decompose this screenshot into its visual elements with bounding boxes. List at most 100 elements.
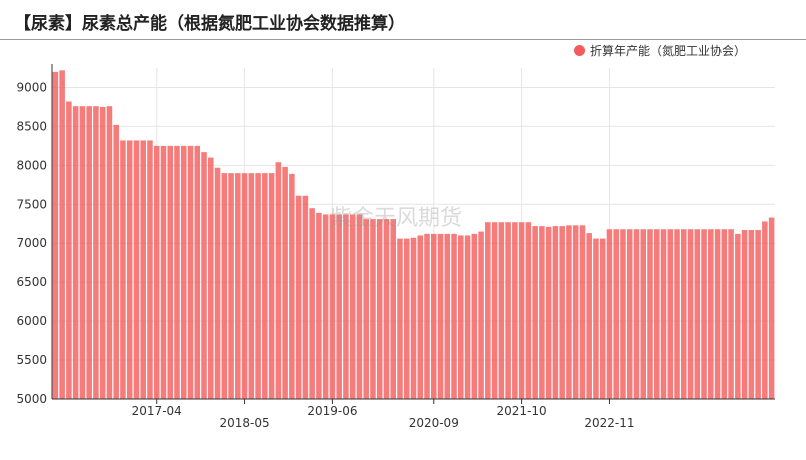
bar bbox=[545, 226, 552, 399]
bar bbox=[633, 229, 640, 399]
bar bbox=[255, 173, 261, 399]
bar bbox=[417, 235, 424, 399]
bar bbox=[99, 106, 106, 400]
bar bbox=[187, 145, 194, 399]
bar bbox=[762, 221, 768, 399]
bar bbox=[572, 225, 579, 399]
bar bbox=[106, 106, 113, 399]
bar bbox=[586, 233, 592, 399]
bar bbox=[248, 173, 255, 399]
bar bbox=[478, 231, 484, 399]
bar bbox=[437, 233, 444, 399]
bar bbox=[667, 229, 674, 399]
bar bbox=[180, 145, 187, 399]
bar bbox=[153, 145, 160, 399]
x-tick-label: 2018-05 bbox=[220, 416, 270, 430]
bar bbox=[275, 162, 282, 399]
chart-title: 【尿素】尿素总产能（根据氮肥工业协会数据推算） bbox=[14, 14, 405, 34]
bar bbox=[424, 233, 430, 399]
bar bbox=[620, 229, 626, 399]
bar bbox=[593, 238, 599, 399]
bar bbox=[471, 233, 478, 399]
bar bbox=[741, 229, 748, 399]
bar bbox=[525, 222, 532, 399]
bar bbox=[518, 222, 525, 399]
bar bbox=[72, 106, 79, 399]
bar bbox=[228, 173, 234, 399]
bar bbox=[201, 152, 207, 399]
bar bbox=[755, 229, 761, 399]
bar bbox=[539, 226, 545, 399]
bar bbox=[174, 145, 180, 399]
bar bbox=[93, 106, 99, 399]
bar bbox=[626, 229, 633, 399]
bar bbox=[728, 229, 734, 399]
bar bbox=[343, 214, 349, 399]
bar bbox=[640, 229, 647, 399]
y-tick-label: 8500 bbox=[16, 119, 47, 133]
bar bbox=[532, 226, 538, 399]
bar bbox=[464, 235, 471, 399]
bar bbox=[86, 106, 92, 399]
y-tick-label: 7500 bbox=[16, 197, 47, 211]
bar bbox=[410, 237, 417, 399]
y-tick-label: 6000 bbox=[16, 314, 47, 328]
y-tick-label: 6500 bbox=[16, 275, 47, 289]
bar bbox=[282, 166, 288, 399]
bar bbox=[397, 238, 403, 399]
x-tick-label: 2021-10 bbox=[497, 404, 547, 418]
bar bbox=[403, 238, 410, 399]
bar bbox=[512, 222, 518, 399]
bar bbox=[714, 229, 721, 399]
x-tick-label: 2020-09 bbox=[409, 416, 459, 430]
bar bbox=[505, 222, 511, 399]
bar bbox=[768, 217, 775, 399]
bar bbox=[208, 157, 214, 399]
legend[interactable]: 折算年产能（氮肥工业协会） bbox=[573, 42, 746, 59]
bar bbox=[160, 145, 167, 399]
bar bbox=[599, 238, 606, 399]
bar bbox=[302, 195, 309, 399]
y-tick-label: 7000 bbox=[16, 236, 47, 250]
x-tick-label: 2022-11 bbox=[584, 416, 634, 430]
legend-swatch bbox=[573, 45, 585, 56]
bar bbox=[356, 214, 363, 399]
bar bbox=[322, 214, 329, 399]
bar bbox=[140, 140, 146, 399]
bar bbox=[59, 70, 65, 399]
bar bbox=[113, 124, 119, 399]
bar bbox=[79, 106, 86, 399]
bar bbox=[566, 225, 572, 399]
bar bbox=[167, 145, 174, 399]
bar bbox=[295, 195, 302, 399]
bar bbox=[491, 222, 498, 399]
bar bbox=[721, 229, 728, 399]
bar bbox=[133, 140, 140, 399]
bar bbox=[444, 233, 451, 399]
bar bbox=[451, 233, 457, 399]
bar bbox=[194, 145, 201, 399]
bar bbox=[126, 140, 133, 399]
y-tick-label: 9000 bbox=[16, 80, 47, 94]
bar bbox=[309, 208, 315, 399]
bar bbox=[708, 229, 714, 399]
bar bbox=[390, 219, 397, 399]
bar bbox=[383, 219, 390, 399]
bar bbox=[66, 101, 72, 399]
bar bbox=[613, 229, 619, 399]
y-tick-label: 5500 bbox=[16, 353, 47, 367]
bar bbox=[559, 226, 565, 399]
bar bbox=[329, 214, 336, 399]
bar bbox=[735, 233, 741, 399]
bar bbox=[214, 167, 221, 399]
y-tick-label: 5000 bbox=[16, 392, 47, 406]
bar bbox=[498, 222, 505, 399]
bar bbox=[52, 71, 59, 400]
bar bbox=[687, 229, 694, 399]
bar bbox=[349, 214, 356, 399]
bar bbox=[606, 229, 613, 399]
bar bbox=[552, 226, 559, 399]
bar bbox=[363, 219, 369, 399]
